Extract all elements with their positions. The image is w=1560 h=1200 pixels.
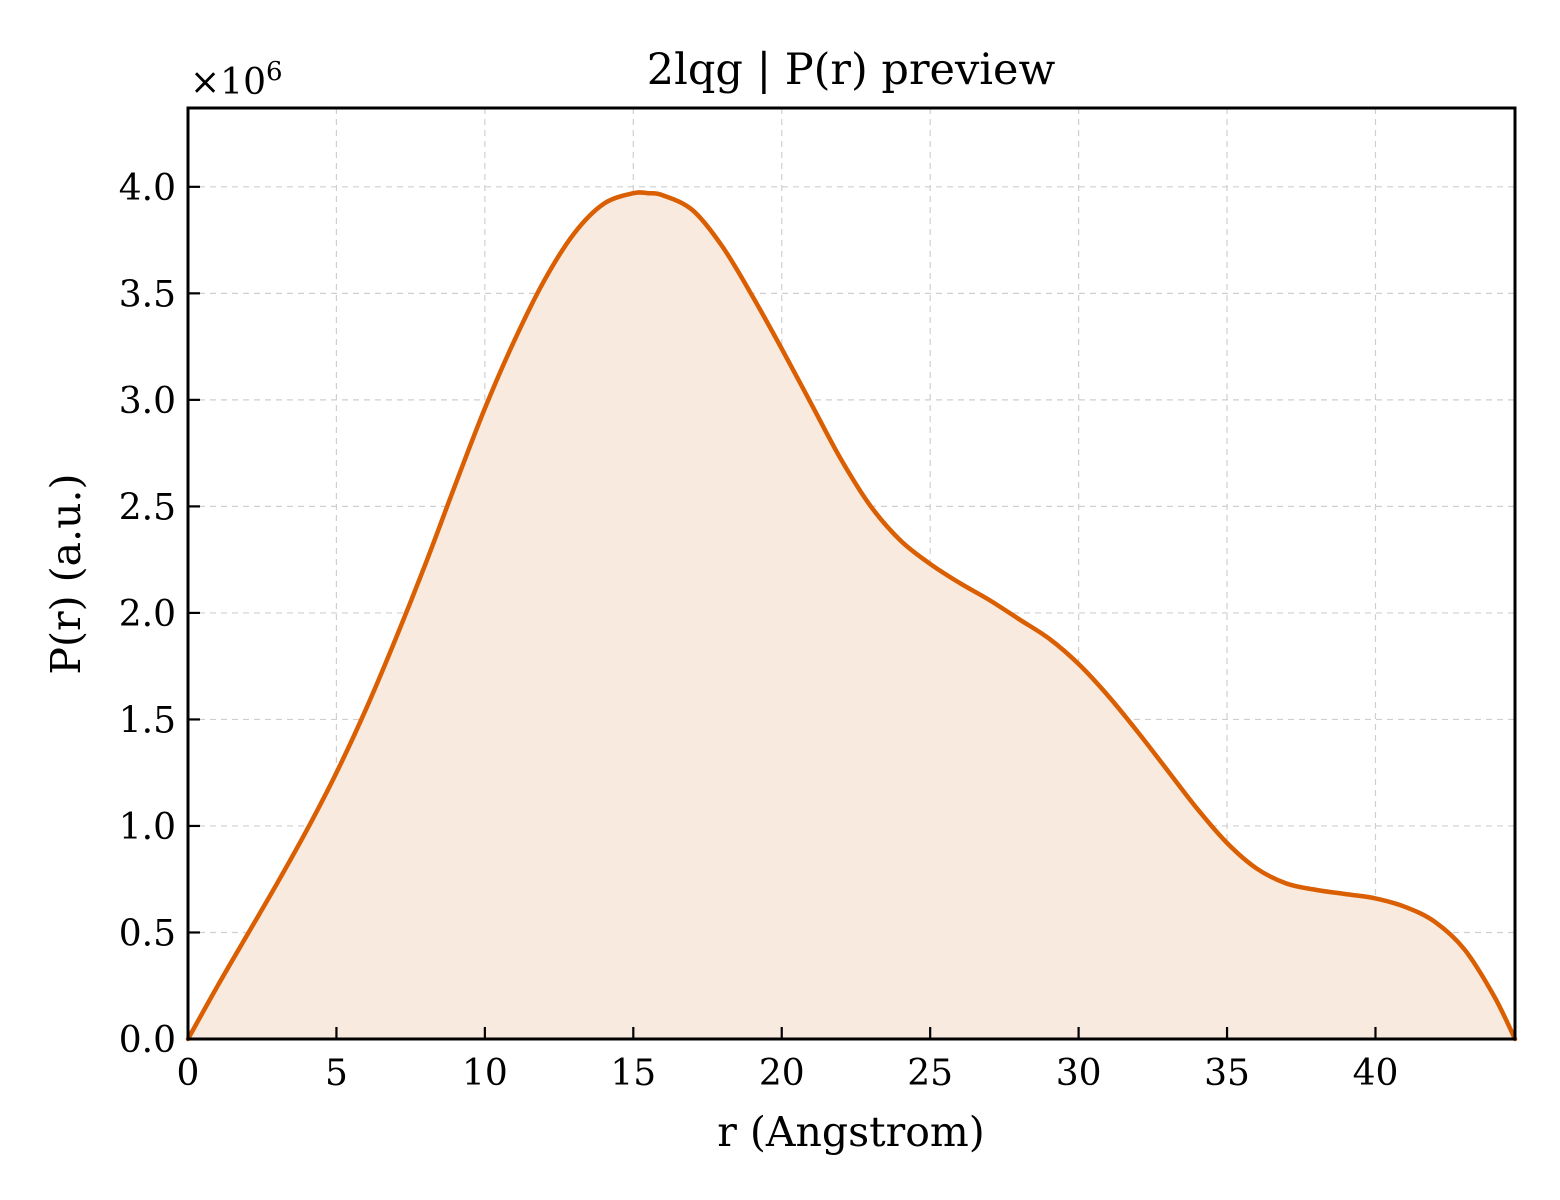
y-tick-label: 4.0 — [119, 168, 176, 209]
x-tick-label: 35 — [1204, 1053, 1250, 1094]
y-tick-label: 3.0 — [119, 381, 176, 422]
y-tick-labels: 0.0 0.5 1.0 1.5 2.0 2.5 3.0 3.5 4.0 — [119, 168, 176, 1061]
y-tick-label: 1.0 — [119, 807, 176, 848]
y-tick-label: 0.5 — [119, 913, 176, 954]
x-tick-label: 15 — [610, 1053, 656, 1094]
y-axis-multiplier-exponent: 6 — [266, 57, 283, 87]
y-tick-label: 3.5 — [119, 274, 176, 315]
y-tick-label: 2.0 — [119, 594, 176, 635]
chart-title: 2lqg | P(r) preview — [647, 45, 1056, 95]
y-tick-label: 1.5 — [119, 700, 176, 741]
x-tick-label: 20 — [759, 1053, 805, 1094]
x-tick-label: 25 — [907, 1053, 953, 1094]
y-tick-label: 2.5 — [119, 487, 176, 528]
y-tick-label: 0.0 — [119, 1020, 176, 1061]
plot-frame — [186, 106, 1517, 1041]
x-tick-label: 40 — [1353, 1053, 1399, 1094]
y-axis-multiplier-base: ×10 — [190, 62, 266, 103]
x-tick-label: 30 — [1056, 1053, 1102, 1094]
y-axis-label: P(r) (a.u.) — [42, 473, 90, 674]
y-axis-multiplier: ×106 — [190, 57, 283, 103]
series-line — [185, 190, 1518, 1042]
x-axis-label: r (Angstrom) — [717, 1108, 985, 1156]
x-tick-label: 10 — [462, 1053, 508, 1094]
x-tick-label: 5 — [325, 1053, 348, 1094]
area-fill — [188, 192, 1515, 1039]
x-tick-labels: 0 5 10 15 20 25 30 35 40 — [177, 1053, 1399, 1094]
x-tick-label: 0 — [177, 1053, 200, 1094]
